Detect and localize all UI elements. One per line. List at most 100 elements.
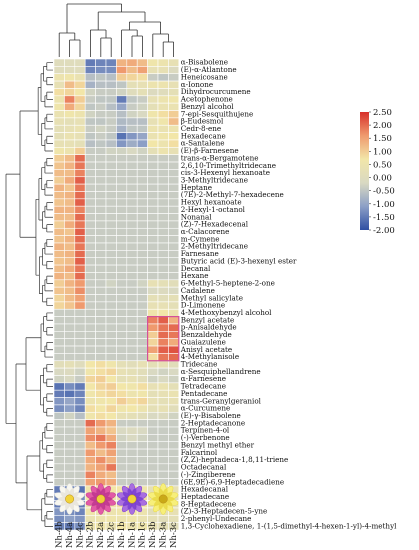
heatmap-cell xyxy=(136,331,148,339)
heatmap-cell xyxy=(105,58,117,67)
heatmap-cell xyxy=(168,389,180,398)
heatmap-cell xyxy=(136,257,148,266)
heatmap-cell xyxy=(84,360,96,369)
heatmap-cell xyxy=(126,242,138,251)
row-label-benzyl-methyl-ether: Benzyl methyl ether xyxy=(181,440,255,449)
heatmap-cell xyxy=(168,124,180,133)
heatmap-cell xyxy=(53,66,65,75)
heatmap-cell xyxy=(53,286,65,295)
heatmap-cell xyxy=(116,198,128,207)
heatmap-cell xyxy=(157,404,169,413)
color-scale-tick-label: 0.00 xyxy=(373,174,392,184)
heatmap-cell xyxy=(147,154,159,163)
heatmap-cell xyxy=(95,353,107,362)
heatmap-cell xyxy=(116,176,128,185)
heatmap-cell xyxy=(168,205,180,214)
heatmap-cell xyxy=(105,353,117,362)
heatmap-cell xyxy=(84,213,96,222)
heatmap-cell xyxy=(126,183,138,192)
heatmap-cell xyxy=(84,250,96,259)
heatmap-cell xyxy=(64,205,76,214)
dendro-row-link xyxy=(15,363,27,484)
heatmap-cell xyxy=(157,250,169,259)
heatmap-cell xyxy=(136,198,148,207)
heatmap-cell xyxy=(74,272,86,281)
heatmap-cell xyxy=(126,264,138,273)
heatmap-cell xyxy=(53,316,65,325)
heatmap-cell xyxy=(116,448,128,457)
dendro-col-link xyxy=(121,29,138,57)
dendro-row-link xyxy=(40,375,44,406)
heatmap-cell xyxy=(157,257,169,266)
heatmap-cell xyxy=(168,110,180,119)
heatmap-cell xyxy=(53,169,65,178)
heatmap-cell xyxy=(64,411,76,420)
heatmap-cell xyxy=(64,58,76,67)
heatmap-cell xyxy=(105,308,117,317)
heatmap-cell xyxy=(116,191,128,200)
heatmap-cell xyxy=(157,264,169,273)
heatmap-cell xyxy=(147,191,159,200)
heatmap-cell xyxy=(64,316,76,325)
heatmap-cell xyxy=(64,331,76,339)
heatmap-cell xyxy=(116,375,128,384)
heatmap-cell xyxy=(84,345,96,354)
heatmap-cell xyxy=(74,176,86,185)
heatmap-cell xyxy=(84,456,96,465)
heatmap-cell xyxy=(64,375,76,384)
heatmap-cell xyxy=(74,434,86,443)
heatmap-cell xyxy=(147,294,159,303)
heatmap-cell xyxy=(64,213,76,222)
heatmap-cell xyxy=(168,426,180,435)
row-label-m-cymene: m-Cymene xyxy=(181,234,220,243)
heatmap-cell xyxy=(64,441,76,450)
heatmap-cell xyxy=(157,286,169,295)
heatmap-cell xyxy=(74,257,86,266)
heatmap-cell xyxy=(116,478,128,487)
heatmap-cell xyxy=(53,456,65,465)
row-dendrogram xyxy=(5,62,53,527)
row-label-santalene: α-Santalene xyxy=(181,139,225,148)
heatmap-cell xyxy=(53,382,65,391)
column-label-nh-1c: Nh-1c xyxy=(138,522,148,548)
heatmap-cell xyxy=(64,279,76,288)
heatmap-cell xyxy=(126,198,138,207)
heatmap-cell xyxy=(136,176,148,185)
heatmap-cell xyxy=(136,80,148,89)
heatmap-cell xyxy=(84,227,96,236)
heatmap-cell xyxy=(126,279,138,288)
heatmap-cell xyxy=(84,147,96,155)
heatmap-cell xyxy=(105,470,117,479)
heatmap-cell xyxy=(64,463,76,472)
heatmap-cell xyxy=(116,169,128,178)
heatmap-cell xyxy=(105,213,117,222)
heatmap-cell xyxy=(84,242,96,251)
heatmap-cell xyxy=(157,448,169,457)
heatmap-cell xyxy=(74,80,86,89)
heatmap-cell xyxy=(84,367,96,376)
heatmap-cell xyxy=(64,183,76,192)
heatmap-cell xyxy=(105,176,117,185)
heatmap-cell xyxy=(95,279,107,288)
heatmap-cell xyxy=(147,235,159,244)
heatmap-cell xyxy=(95,456,107,465)
heatmap-cell xyxy=(168,80,180,89)
row-label-pentadecane: Pentadecane xyxy=(181,389,228,398)
heatmap-cell xyxy=(157,279,169,288)
heatmap-cell xyxy=(53,220,65,229)
dendro-row-link xyxy=(46,378,53,387)
heatmap-cell xyxy=(168,102,180,111)
heatmap-cell xyxy=(64,88,76,97)
dendro-row-link xyxy=(46,422,53,432)
heatmap-cell xyxy=(105,279,117,288)
heatmap-cell xyxy=(84,441,96,450)
row-label-acetophenone: Acetophenone xyxy=(180,95,233,104)
heatmap-cell xyxy=(74,139,86,148)
heatmap-cell xyxy=(84,257,96,266)
heatmap-cell xyxy=(74,308,86,317)
heatmap-cell xyxy=(95,345,107,354)
heatmap-cell xyxy=(168,272,180,281)
heatmap-cell xyxy=(157,95,169,104)
heatmap-cell xyxy=(84,95,96,104)
heatmap-cell xyxy=(116,250,128,259)
